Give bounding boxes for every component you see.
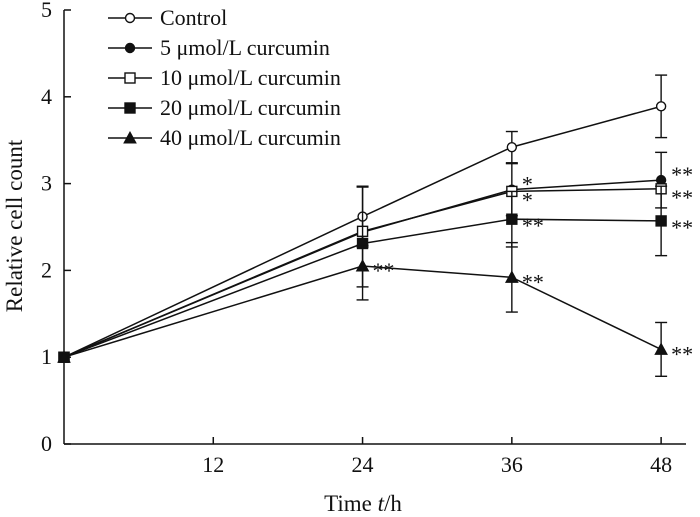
legend-marker	[123, 130, 137, 144]
x-tick-label: 36	[501, 452, 523, 477]
y-tick-label: 3	[41, 171, 52, 196]
significance-label: **	[522, 269, 544, 294]
y-axis-title: Relative cell count	[2, 139, 27, 312]
significance-label: **	[671, 185, 693, 210]
legend: Control 5 μmol/L curcumin 10 μmol/L curcum…	[108, 5, 341, 150]
data-point	[506, 141, 518, 153]
data-point	[504, 270, 519, 283]
y-tick-label: 5	[41, 0, 52, 22]
significance-label: **	[373, 258, 395, 283]
y-tick-label: 1	[41, 344, 52, 369]
series-line	[63, 188, 662, 358]
legend-label: 40 μmol/L curcumin	[160, 125, 341, 150]
y-tick-label: 4	[41, 84, 52, 109]
legend-marker	[124, 72, 136, 84]
legend-marker	[124, 42, 136, 54]
data-point	[57, 350, 71, 363]
legend-label: 20 μmol/L curcumin	[160, 95, 341, 120]
data-point	[506, 213, 518, 225]
series-0	[58, 74, 668, 363]
series-layer: * *** **** **** ****	[57, 74, 693, 377]
y-tick-label: 2	[41, 257, 52, 282]
legend-marker	[124, 12, 136, 24]
y-tick-label: 0	[41, 431, 52, 456]
x-axis-title-prefix: Time	[324, 491, 377, 516]
significance-label: *	[522, 187, 533, 212]
x-axis-title-var: t	[378, 491, 385, 516]
data-point	[654, 342, 668, 355]
series-line	[63, 105, 662, 358]
x-axis-title-unit: /h	[384, 491, 402, 516]
significance-label: **	[671, 215, 693, 240]
legend-label: Control	[160, 5, 227, 30]
legend-label: 5 μmol/L curcumin	[160, 35, 330, 60]
legend-marker	[124, 102, 136, 114]
x-axis-title: Time t/h	[324, 491, 402, 516]
data-point	[655, 101, 667, 112]
data-point	[655, 215, 667, 227]
significance-label: **	[671, 162, 693, 187]
series-4: ** ** **	[57, 241, 693, 377]
data-point	[355, 259, 370, 272]
significance-label: **	[522, 213, 544, 238]
series-line	[63, 218, 662, 358]
x-tick-label: 24	[352, 452, 374, 477]
x-tick-label: 48	[650, 452, 672, 477]
legend-label: 10 μmol/L curcumin	[160, 65, 341, 90]
significance-label: **	[671, 341, 693, 366]
series-line	[63, 265, 662, 358]
x-tick-label: 12	[202, 452, 224, 477]
significance-label: *	[522, 172, 533, 197]
